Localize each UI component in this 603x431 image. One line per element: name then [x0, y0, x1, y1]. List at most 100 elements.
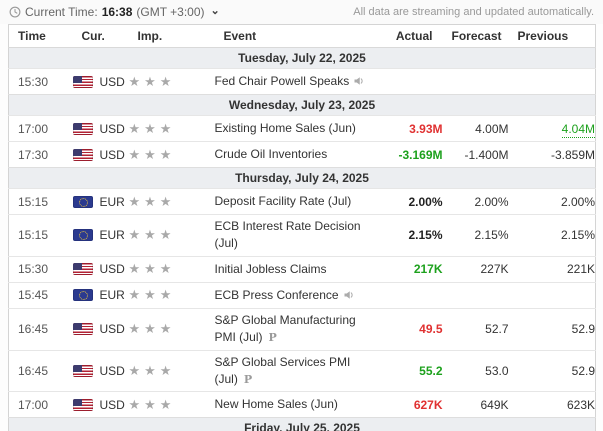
star-icons: ★★★ — [128, 362, 176, 378]
currency-code: USD — [99, 262, 125, 277]
header-forecast: Forecast — [442, 24, 509, 48]
event-cell: Existing Home Sales (Jun) — [214, 115, 377, 142]
star-icons: ★★★ — [128, 146, 176, 162]
previous-value: 221K — [508, 255, 596, 283]
currency-code: EUR — [99, 194, 125, 209]
current-time-value: 16:38 — [101, 5, 133, 19]
value-text: 2.15% — [560, 228, 595, 243]
value-text: -3.169M — [398, 147, 443, 162]
event-currency: EUR — [72, 214, 129, 257]
forecast-value: 227K — [442, 255, 509, 283]
value-text: 2.15% — [408, 228, 443, 243]
value-text: 53.0 — [485, 363, 509, 378]
clock-icon — [9, 6, 21, 18]
day-separator-label: Wednesday, July 23, 2025 — [8, 94, 596, 116]
us-flag-icon — [72, 148, 93, 161]
previous-value: 4.04M — [508, 115, 596, 142]
event-time: 16:45 — [8, 349, 73, 392]
day-separator-row: Friday, July 25, 2025 — [8, 417, 596, 431]
importance-stars: ★★★ — [128, 349, 215, 392]
event-cell: ECB Press Conference — [214, 281, 377, 309]
event-cell: Fed Chair Powell Speaks — [214, 68, 377, 95]
event-cell: S&P Global Manufacturing PMI (Jul) P — [214, 307, 377, 351]
currency-code: USD — [99, 147, 125, 162]
value-text: 2.00% — [474, 194, 509, 209]
event-row: 15:30 USD ★★★ Fed Chair Powell Speaks — [8, 68, 596, 95]
timezone-label: (GMT +3:00) — [136, 5, 205, 19]
us-flag-icon — [72, 364, 93, 377]
event-name-link[interactable]: Deposit Facility Rate (Jul) — [214, 193, 352, 208]
value-text: 4.00M — [475, 121, 509, 136]
us-flag-icon — [72, 398, 93, 411]
event-cell: New Home Sales (Jun) — [214, 391, 377, 418]
previous-value: -3.859M — [508, 141, 596, 168]
event-name-link[interactable]: New Home Sales (Jun) — [214, 397, 338, 412]
streaming-status: All data are streaming and updated autom… — [353, 6, 594, 18]
importance-stars: ★★★ — [128, 188, 215, 215]
value-text: 52.9 — [571, 363, 595, 378]
chevron-down-icon[interactable]: ⌄ — [210, 4, 220, 17]
event-name-link[interactable]: ECB Press Conference — [214, 287, 339, 302]
event-name-link[interactable]: Existing Home Sales (Jun) — [214, 120, 356, 135]
event-currency: USD — [72, 255, 129, 283]
importance-stars: ★★★ — [128, 281, 215, 309]
actual-value: 55.2 — [376, 349, 443, 392]
event-time: 15:15 — [8, 188, 73, 215]
event-cell: ECB Interest Rate Decision (Jul) — [214, 214, 377, 257]
event-time: 15:45 — [8, 281, 73, 309]
importance-stars: ★★★ — [128, 255, 215, 283]
event-name-link[interactable]: Initial Jobless Claims — [214, 261, 327, 276]
previous-value: 52.9 — [508, 307, 596, 351]
forecast-value — [442, 281, 509, 309]
forecast-value: -1.400M — [442, 141, 509, 168]
previous-value: 2.00% — [508, 188, 596, 215]
event-name-link[interactable]: Fed Chair Powell Speaks — [214, 73, 350, 88]
event-row: 17:00 USD ★★★ New Home Sales (Jun) 627K 649K 6… — [8, 391, 596, 418]
event-row: 16:45 USD ★★★ S&P Global Services PMI (Jul)… — [8, 349, 596, 392]
forecast-value: 649K — [442, 391, 509, 418]
event-cell: Crude Oil Inventories — [214, 141, 377, 168]
preliminary-icon: P — [268, 331, 277, 345]
event-row: 15:45 EUR ★★★ ECB Press Conference — [8, 281, 596, 309]
previous-value: 623K — [508, 391, 596, 418]
day-separator-row: Tuesday, July 22, 2025 — [8, 47, 596, 69]
currency-code: EUR — [99, 288, 125, 303]
forecast-value: 2.15% — [442, 214, 509, 257]
event-row: 15:15 EUR ★★★ ECB Interest Rate Decision (J… — [8, 214, 596, 257]
event-currency: USD — [72, 141, 129, 168]
value-text: -1.400M — [464, 147, 509, 162]
value-text: -3.859M — [550, 147, 595, 162]
us-flag-icon — [72, 263, 93, 276]
actual-value: 2.00% — [376, 188, 443, 215]
importance-stars: ★★★ — [128, 307, 215, 351]
event-name-link[interactable]: S&P Global Manufacturing PMI (Jul) — [214, 312, 356, 345]
us-flag-icon — [72, 323, 93, 336]
actual-value: 217K — [376, 255, 443, 283]
event-row: 17:30 USD ★★★ Crude Oil Inventories -3.169M -… — [8, 141, 596, 168]
event-time: 17:00 — [8, 391, 73, 418]
value-text: 217K — [413, 262, 443, 277]
currency-code: USD — [99, 74, 125, 89]
actual-value: 2.15% — [376, 214, 443, 257]
event-name-link[interactable]: ECB Interest Rate Decision (Jul) — [214, 219, 361, 251]
event-time: 17:30 — [8, 141, 73, 168]
event-currency: USD — [72, 349, 129, 392]
us-flag-icon — [72, 75, 93, 88]
value-text: 55.2 — [419, 363, 443, 378]
forecast-value: 2.00% — [442, 188, 509, 215]
event-name-link[interactable]: S&P Global Services PMI (Jul) — [214, 354, 351, 386]
calendar-body: Tuesday, July 22, 2025 15:30 USD ★★★ Fed Cha… — [8, 47, 596, 431]
value-text: 627K — [413, 397, 443, 412]
actual-value — [376, 281, 443, 309]
previous-value: 2.15% — [508, 214, 596, 257]
event-name-link[interactable]: Crude Oil Inventories — [214, 146, 328, 161]
event-time: 15:30 — [8, 255, 73, 283]
current-time-label: Current Time: — [25, 5, 98, 19]
event-cell: Deposit Facility Rate (Jul) — [214, 188, 377, 215]
importance-stars: ★★★ — [128, 141, 215, 168]
forecast-value: 53.0 — [442, 349, 509, 392]
current-time-selector[interactable]: Current Time: 16:38 (GMT +3:00) ⌄ — [9, 5, 220, 19]
star-icons: ★★★ — [128, 261, 176, 277]
event-currency: EUR — [72, 281, 129, 309]
star-icons: ★★★ — [128, 73, 176, 89]
